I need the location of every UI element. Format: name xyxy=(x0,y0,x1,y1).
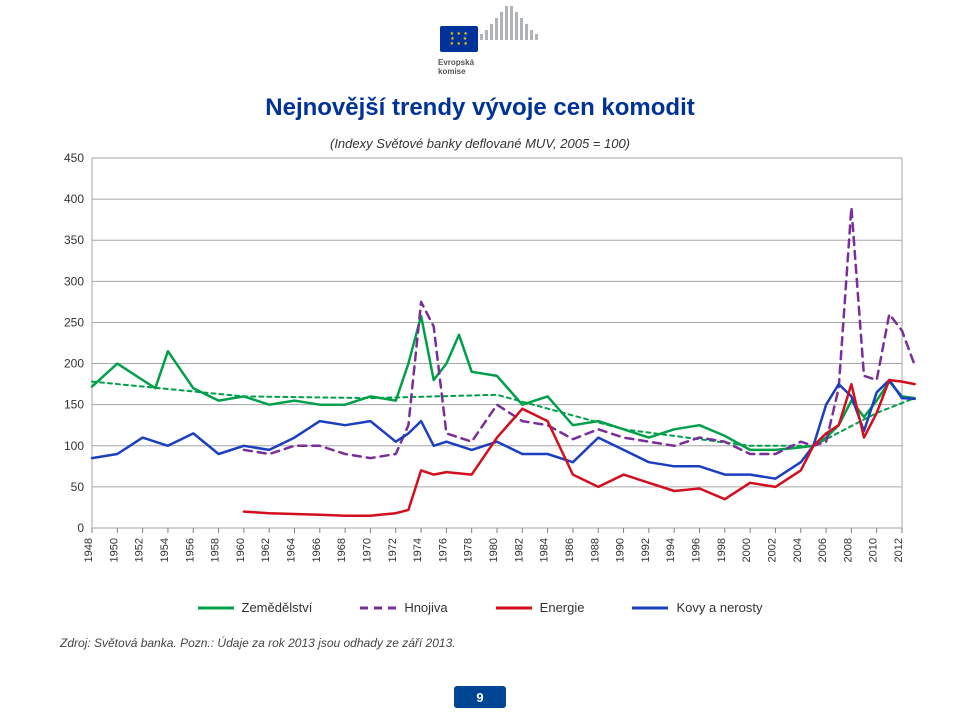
svg-text:1984: 1984 xyxy=(539,538,551,562)
svg-text:2010: 2010 xyxy=(868,538,880,562)
svg-text:1998: 1998 xyxy=(716,538,728,562)
legend-label: Hnojiva xyxy=(404,600,447,615)
ec-logo-line1: Evropská xyxy=(438,58,474,67)
chart-title: Nejnovější trendy vývoje cen komodit xyxy=(0,94,960,122)
svg-text:1974: 1974 xyxy=(412,538,424,562)
svg-text:1972: 1972 xyxy=(387,538,399,562)
svg-text:1960: 1960 xyxy=(235,538,247,562)
svg-text:150: 150 xyxy=(64,398,84,412)
svg-text:250: 250 xyxy=(64,315,84,329)
svg-text:1958: 1958 xyxy=(210,538,222,562)
svg-text:1978: 1978 xyxy=(463,538,475,562)
svg-text:300: 300 xyxy=(64,274,84,288)
svg-text:1986: 1986 xyxy=(564,538,576,562)
svg-text:450: 450 xyxy=(64,151,84,165)
chart-source: Zdroj: Světová banka. Pozn.: Údaje za ro… xyxy=(60,636,456,650)
eu-stars-icon: ★ ★ ★★ ★★ ★ ★ xyxy=(450,32,469,47)
legend-item-agriculture: Zemědělství xyxy=(198,600,313,615)
ec-logo-label: Evropská komise xyxy=(438,58,474,76)
slide-page: ★ ★ ★★ ★★ ★ ★ Evropská komise Nejnovější… xyxy=(0,0,960,720)
svg-text:1962: 1962 xyxy=(260,538,272,562)
legend-swatch-icon xyxy=(496,603,532,613)
svg-text:1982: 1982 xyxy=(513,538,525,562)
svg-text:1968: 1968 xyxy=(336,538,348,562)
svg-text:350: 350 xyxy=(64,233,84,247)
chart-svg: 0 50 100 150 200 250 300 350 400 450 1948 1950 1952 1… xyxy=(40,130,920,600)
svg-text:1994: 1994 xyxy=(665,538,677,562)
svg-text:1990: 1990 xyxy=(615,538,627,562)
ec-logo: ★ ★ ★★ ★★ ★ ★ Evropská komise xyxy=(428,6,532,92)
legend-swatch-icon xyxy=(632,603,668,613)
legend-label: Kovy a nerosty xyxy=(676,600,762,615)
svg-text:1996: 1996 xyxy=(691,538,703,562)
svg-text:1954: 1954 xyxy=(159,538,171,562)
svg-text:1964: 1964 xyxy=(286,538,298,562)
legend-swatch-icon xyxy=(360,603,396,613)
page-number-badge: 9 xyxy=(454,686,506,708)
legend-item-energy: Energie xyxy=(496,600,585,615)
svg-text:50: 50 xyxy=(71,480,85,494)
source-note: Údaje za rok 2013 jsou odhady ze září 20… xyxy=(214,636,456,650)
svg-text:100: 100 xyxy=(64,439,84,453)
legend-label: Zemědělství xyxy=(242,600,313,615)
svg-text:2012: 2012 xyxy=(893,538,905,562)
legend-label: Energie xyxy=(540,600,585,615)
commodity-price-chart: 0 50 100 150 200 250 300 350 400 450 1948 1950 1952 1… xyxy=(40,130,920,600)
page-number: 9 xyxy=(476,690,483,705)
legend-swatch-icon xyxy=(198,603,234,613)
svg-text:2008: 2008 xyxy=(842,538,854,562)
svg-text:1988: 1988 xyxy=(589,538,601,562)
svg-text:1992: 1992 xyxy=(640,538,652,562)
source-prefix: Zdroj: Světová banka. Pozn.: xyxy=(60,636,214,650)
svg-text:2002: 2002 xyxy=(766,538,778,562)
svg-text:400: 400 xyxy=(64,192,84,206)
svg-text:2006: 2006 xyxy=(817,538,829,562)
svg-text:1970: 1970 xyxy=(361,538,373,562)
svg-text:2004: 2004 xyxy=(792,538,804,562)
ec-logo-bars xyxy=(480,6,538,40)
svg-text:0: 0 xyxy=(77,521,84,535)
svg-text:1956: 1956 xyxy=(184,538,196,562)
svg-text:1980: 1980 xyxy=(488,538,500,562)
eu-flag-icon: ★ ★ ★★ ★★ ★ ★ xyxy=(440,26,478,52)
svg-text:1976: 1976 xyxy=(437,538,449,562)
svg-text:1950: 1950 xyxy=(108,538,120,562)
chart-legend: Zemědělství Hnojiva Energie Kovy a nerosty xyxy=(0,600,960,615)
svg-text:2000: 2000 xyxy=(741,538,753,562)
ec-logo-line2: komise xyxy=(438,67,474,76)
legend-item-fertilizer: Hnojiva xyxy=(360,600,447,615)
svg-text:1952: 1952 xyxy=(134,538,146,562)
svg-text:1948: 1948 xyxy=(83,538,95,562)
legend-item-metals: Kovy a nerosty xyxy=(632,600,762,615)
svg-text:1966: 1966 xyxy=(311,538,323,562)
svg-text:200: 200 xyxy=(64,357,84,371)
